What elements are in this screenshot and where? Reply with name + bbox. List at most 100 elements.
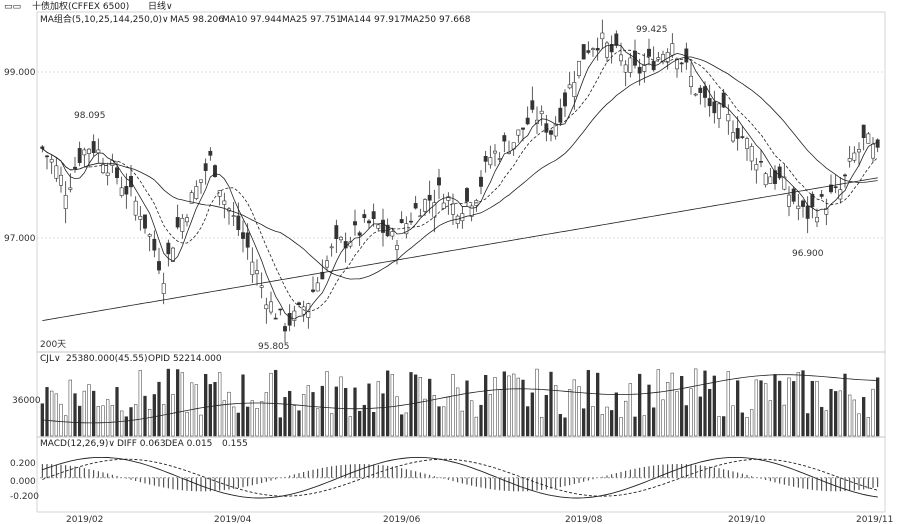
volume-bar xyxy=(138,370,142,437)
candle-body xyxy=(297,302,301,306)
volume-bar xyxy=(362,404,366,437)
candle-body xyxy=(222,200,227,205)
candle-body xyxy=(647,48,651,57)
volume-bar xyxy=(740,412,744,437)
volume-bar xyxy=(199,414,203,437)
candle-body xyxy=(544,123,549,133)
volume-bar xyxy=(876,377,880,437)
macd-diff: DIFF 0.063 xyxy=(117,439,166,449)
volume-bar xyxy=(348,416,352,437)
volume-bar xyxy=(311,392,315,437)
volume-bar xyxy=(302,394,306,437)
volume-bar xyxy=(232,406,236,437)
volume-bar xyxy=(264,392,268,437)
candle-body xyxy=(866,133,871,144)
volume-bar xyxy=(694,368,698,437)
volume-bar xyxy=(358,410,362,437)
macd-dea: DEA 0.015 xyxy=(165,439,212,449)
volume-bar xyxy=(148,409,152,437)
candle-body xyxy=(409,220,413,223)
volume-bar xyxy=(106,399,110,437)
candle-body xyxy=(124,186,129,195)
candle-body xyxy=(40,146,45,149)
volume-bar xyxy=(176,369,180,437)
annotation-high-left: 98.095 xyxy=(74,111,106,121)
volume-bar xyxy=(605,406,609,437)
volume-bar xyxy=(278,417,282,437)
candle-body xyxy=(353,221,357,226)
ma25-line xyxy=(42,56,878,280)
volume-bar xyxy=(498,389,502,437)
volume-bar xyxy=(162,404,166,437)
volume-bar xyxy=(782,404,786,437)
volume-bar xyxy=(792,381,796,437)
volume-bar xyxy=(488,394,492,437)
candle-body xyxy=(68,187,73,190)
volume-bar xyxy=(750,409,754,437)
volume-bar xyxy=(171,394,175,437)
volume-bar xyxy=(73,393,77,437)
x-tick-label: 2019/04 xyxy=(214,515,252,524)
volume-bar xyxy=(736,380,740,437)
volume-bar xyxy=(638,373,642,437)
volume-bar xyxy=(568,389,572,437)
volume-bar xyxy=(115,387,119,437)
volume-bar xyxy=(628,383,632,437)
candle-body xyxy=(250,261,255,275)
ma5-value: MA5 98.206 xyxy=(170,15,224,25)
ma-group-selector[interactable]: MA组合(5,10,25,144,250,0)∨ xyxy=(40,13,169,25)
volume-label[interactable]: CJL∨ xyxy=(40,354,61,364)
ma25-value: MA25 97.751 xyxy=(282,15,342,25)
candle-body xyxy=(105,172,110,176)
volume-bar xyxy=(558,414,562,437)
volume-bar xyxy=(87,384,91,437)
candle-body xyxy=(171,247,175,262)
candle-body xyxy=(404,223,409,235)
volume-bar xyxy=(502,371,506,437)
candle-body xyxy=(791,188,796,202)
volume-bar xyxy=(516,377,520,437)
volume-bar xyxy=(288,390,292,437)
volume-bar xyxy=(680,375,684,437)
candle-body xyxy=(796,205,801,209)
candle-body xyxy=(623,64,628,73)
candle-body xyxy=(637,66,642,74)
volume-bar xyxy=(353,387,357,437)
candle-body xyxy=(82,149,87,156)
candle-body xyxy=(54,165,59,179)
volume-bar xyxy=(152,394,156,437)
candle-body xyxy=(175,217,180,228)
volume-bar xyxy=(829,388,833,437)
volume-bar xyxy=(180,372,184,437)
macd-label[interactable]: MACD(12,26,9)∨ xyxy=(40,439,115,449)
candle-body xyxy=(49,159,54,163)
macd-panel-frame xyxy=(36,436,886,513)
volume-bar xyxy=(862,397,866,437)
macd-tick-neg: -0.200 xyxy=(10,492,39,502)
volume-bar xyxy=(236,412,240,437)
menu-icon[interactable]: ▭▭ xyxy=(4,2,21,12)
candle-body xyxy=(283,326,287,332)
candle-body xyxy=(241,232,245,239)
candle-body xyxy=(693,93,698,96)
macd-tick-zero: 0.000 xyxy=(10,477,36,487)
volume-bar xyxy=(684,405,688,437)
candle-body xyxy=(311,289,315,292)
volume-bar xyxy=(857,413,861,437)
candle-body xyxy=(329,246,334,249)
volume-bar xyxy=(339,376,343,437)
candle-body xyxy=(376,224,381,229)
candle-body xyxy=(642,65,647,72)
candle-body xyxy=(703,86,707,98)
macd-value: 0.155 xyxy=(222,439,248,449)
volume-bar xyxy=(852,399,856,437)
candle-body xyxy=(689,75,693,87)
volume-bar xyxy=(834,391,838,437)
candle-body xyxy=(535,119,539,124)
candle-body xyxy=(255,270,259,275)
ma250-value: MA250 97.668 xyxy=(405,15,471,25)
volume-bar xyxy=(633,416,637,437)
volume-bar xyxy=(157,381,161,437)
volume-bar xyxy=(306,385,310,437)
period-selector[interactable]: 日线∨ xyxy=(148,0,173,12)
